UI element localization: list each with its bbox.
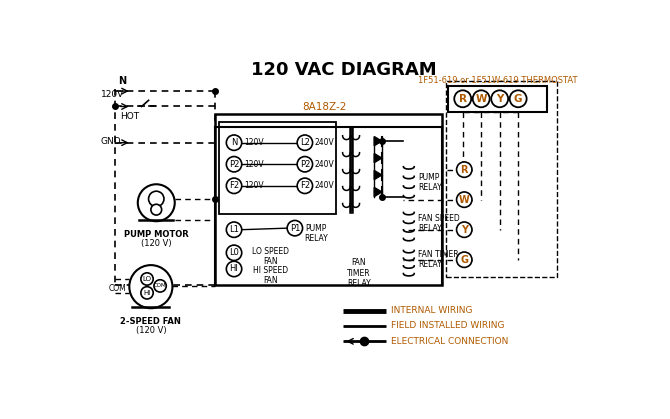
Text: COM: COM	[154, 283, 166, 288]
Text: 8A18Z-2: 8A18Z-2	[302, 102, 346, 112]
Text: LO: LO	[143, 276, 151, 282]
Text: 120V: 120V	[244, 181, 264, 190]
Text: G: G	[460, 255, 468, 265]
Text: P2: P2	[229, 160, 239, 169]
Bar	[218, 122, 336, 214]
Text: N: N	[231, 138, 237, 147]
Text: F2: F2	[229, 181, 239, 190]
Circle shape	[473, 91, 490, 107]
Circle shape	[154, 280, 166, 292]
Bar	[446, 81, 557, 277]
Text: L2: L2	[300, 138, 310, 147]
Text: 240V: 240V	[315, 181, 334, 190]
Text: FAN TIMER
RELAY: FAN TIMER RELAY	[418, 250, 459, 269]
Polygon shape	[374, 171, 382, 180]
Text: Y: Y	[461, 225, 468, 235]
Bar	[215, 114, 442, 285]
Circle shape	[297, 157, 313, 172]
Circle shape	[491, 91, 508, 107]
Text: (120 V): (120 V)	[141, 239, 172, 248]
Circle shape	[454, 91, 471, 107]
Text: PUMP
RELAY: PUMP RELAY	[305, 223, 328, 243]
Circle shape	[297, 135, 313, 150]
Circle shape	[297, 178, 313, 194]
Text: 240V: 240V	[315, 138, 334, 147]
Text: G: G	[514, 94, 523, 104]
Text: 2-SPEED FAN: 2-SPEED FAN	[121, 318, 182, 326]
Circle shape	[226, 157, 242, 172]
Circle shape	[141, 287, 153, 299]
Text: P1: P1	[289, 224, 300, 233]
Circle shape	[226, 178, 242, 194]
Text: 120 VAC DIAGRAM: 120 VAC DIAGRAM	[251, 61, 436, 79]
Text: PUMP MOTOR: PUMP MOTOR	[124, 230, 189, 240]
Polygon shape	[374, 187, 382, 197]
Text: HOT: HOT	[120, 112, 139, 121]
Circle shape	[141, 273, 153, 285]
Text: 120V: 120V	[244, 138, 264, 147]
Text: R: R	[459, 94, 467, 104]
Circle shape	[138, 184, 175, 221]
Text: W: W	[459, 195, 470, 204]
Text: HI SPEED
FAN: HI SPEED FAN	[253, 266, 288, 285]
Circle shape	[151, 204, 161, 215]
Text: L0: L0	[229, 248, 239, 257]
Polygon shape	[374, 153, 382, 163]
Text: FIELD INSTALLED WIRING: FIELD INSTALLED WIRING	[391, 321, 505, 331]
Circle shape	[149, 191, 164, 207]
Text: ELECTRICAL CONNECTION: ELECTRICAL CONNECTION	[391, 337, 509, 346]
Circle shape	[510, 91, 527, 107]
Text: R: R	[460, 165, 468, 175]
Circle shape	[226, 261, 242, 277]
Text: HI: HI	[230, 264, 239, 274]
Circle shape	[226, 222, 242, 238]
Text: 120V: 120V	[100, 90, 124, 99]
Text: 120V: 120V	[244, 160, 264, 169]
Circle shape	[456, 192, 472, 207]
Text: HI: HI	[143, 290, 151, 296]
Circle shape	[226, 245, 242, 261]
Text: 1F51-619 or 1F51W-619 THERMOSTAT: 1F51-619 or 1F51W-619 THERMOSTAT	[417, 76, 577, 85]
Text: PUMP
RELAY: PUMP RELAY	[418, 173, 442, 192]
Circle shape	[456, 222, 472, 238]
Text: N: N	[118, 76, 126, 86]
Circle shape	[287, 220, 303, 236]
Circle shape	[456, 252, 472, 267]
Text: 240V: 240V	[315, 160, 334, 169]
Text: INTERNAL WIRING: INTERNAL WIRING	[391, 306, 472, 315]
Circle shape	[129, 265, 172, 308]
Text: COM: COM	[109, 284, 126, 293]
Bar	[448, 86, 547, 112]
Text: (120 V): (120 V)	[135, 326, 166, 335]
Text: FAN
TIMER
RELAY: FAN TIMER RELAY	[347, 258, 371, 288]
Text: Y: Y	[496, 94, 503, 104]
Text: GND: GND	[100, 137, 121, 146]
Text: FAN SPEED
RELAY: FAN SPEED RELAY	[418, 214, 460, 233]
Text: L1: L1	[229, 225, 239, 234]
Text: P2: P2	[299, 160, 310, 169]
Polygon shape	[374, 137, 382, 146]
Circle shape	[226, 135, 242, 150]
Text: W: W	[476, 94, 487, 104]
Text: F2: F2	[299, 181, 310, 190]
Circle shape	[456, 162, 472, 177]
Text: LO SPEED
FAN: LO SPEED FAN	[252, 247, 289, 266]
